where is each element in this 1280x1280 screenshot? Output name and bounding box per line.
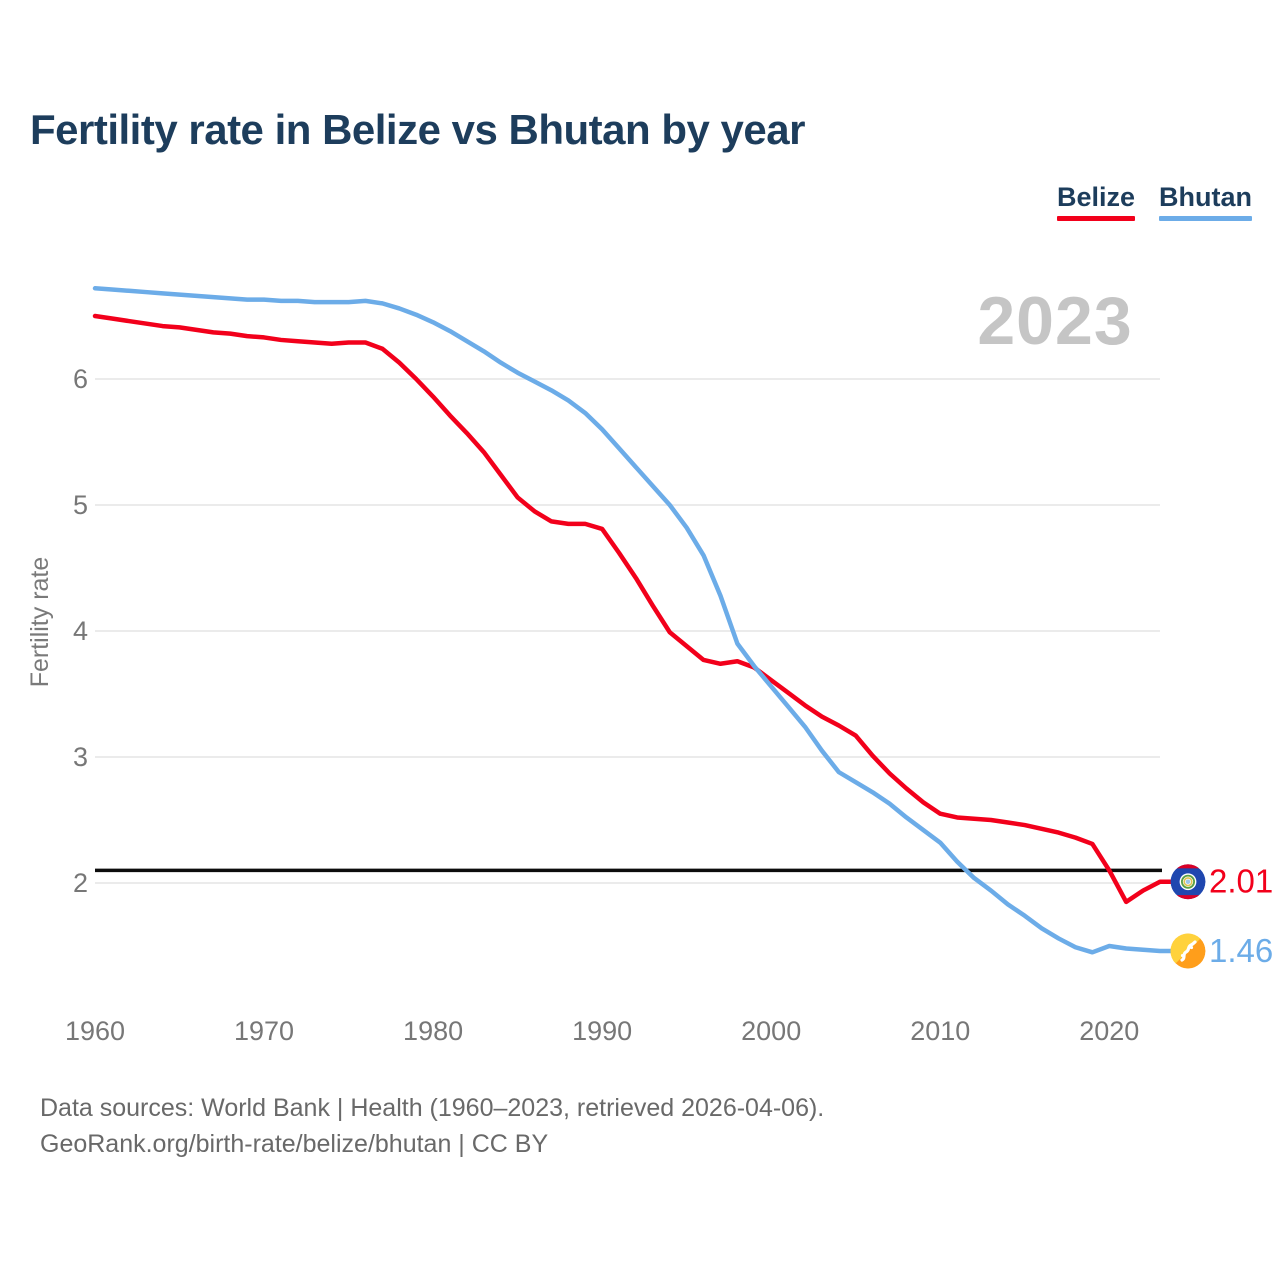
fertility-line-chart: 2 3 4 5 6 1960 1970 1980 1990 2000 2010 2020 Fertili… (26, 286, 1273, 1046)
ytick-2: 2 (73, 868, 88, 898)
xtick-1960: 1960 (65, 1016, 125, 1046)
flag-marker-belize (1170, 864, 1206, 900)
footer: Data sources: World Bank | Health (1960–… (40, 1090, 824, 1163)
series-line-belize (92, 313, 1174, 905)
xtick-1970: 1970 (234, 1016, 294, 1046)
xtick-1980: 1980 (403, 1016, 463, 1046)
xtick-2000: 2000 (741, 1016, 801, 1046)
legend-label-belize: Belize (1056, 182, 1136, 212)
series-lines (92, 286, 1174, 955)
axis-labels: 2 3 4 5 6 1960 1970 1980 1990 2000 2010 2020 Fertili… (26, 364, 1139, 1046)
legend-item-belize[interactable]: Belize (1056, 182, 1136, 221)
xtick-1990: 1990 (572, 1016, 632, 1046)
data-source-line1: Data sources: World Bank | Health (1960–… (40, 1094, 825, 1122)
series-line-bhutan (92, 286, 1174, 955)
legend-swatch-belize (1056, 216, 1136, 221)
data-source-line2: GeoRank.org/birth-rate/belize/bhutan | C… (40, 1130, 549, 1159)
ytick-4: 4 (73, 616, 88, 646)
legend-swatch-bhutan (1159, 216, 1252, 221)
chart-title: Fertility rate in Belize vs Bhutan by ye… (30, 106, 805, 153)
end-value-bhutan: 1.46 (1209, 932, 1273, 969)
flag-marker-bhutan (1170, 933, 1206, 969)
xtick-2010: 2010 (910, 1016, 970, 1046)
ytick-5: 5 (73, 490, 88, 520)
end-markers: 2.01 1.46 (1170, 863, 1273, 969)
end-value-belize: 2.01 (1209, 863, 1273, 900)
legend: Belize Bhutan (1056, 182, 1252, 221)
legend-item-bhutan[interactable]: Bhutan (1159, 184, 1252, 221)
year-watermark: 2023 (977, 283, 1133, 359)
ytick-6: 6 (73, 364, 88, 394)
xtick-2020: 2020 (1079, 1016, 1139, 1046)
y-axis-label: Fertility rate (26, 557, 54, 688)
legend-label-bhutan: Bhutan (1159, 182, 1252, 212)
ytick-3: 3 (73, 742, 88, 772)
